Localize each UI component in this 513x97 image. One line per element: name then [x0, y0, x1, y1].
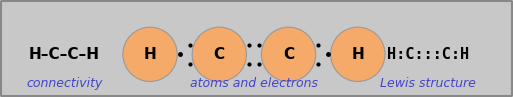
FancyBboxPatch shape: [1, 1, 512, 96]
Text: Lewis structure: Lewis structure: [381, 77, 476, 90]
Text: C: C: [214, 47, 225, 62]
Text: H:C:::C:H: H:C:::C:H: [387, 47, 469, 62]
Circle shape: [123, 27, 177, 81]
Circle shape: [262, 27, 315, 81]
Text: C: C: [283, 47, 294, 62]
Text: connectivity: connectivity: [26, 77, 102, 90]
Text: H–C–C–H: H–C–C–H: [29, 47, 100, 62]
Text: H: H: [351, 47, 364, 62]
Circle shape: [192, 27, 246, 81]
Text: H: H: [144, 47, 156, 62]
Text: atoms and electrons: atoms and electrons: [190, 77, 318, 90]
Circle shape: [331, 27, 385, 81]
